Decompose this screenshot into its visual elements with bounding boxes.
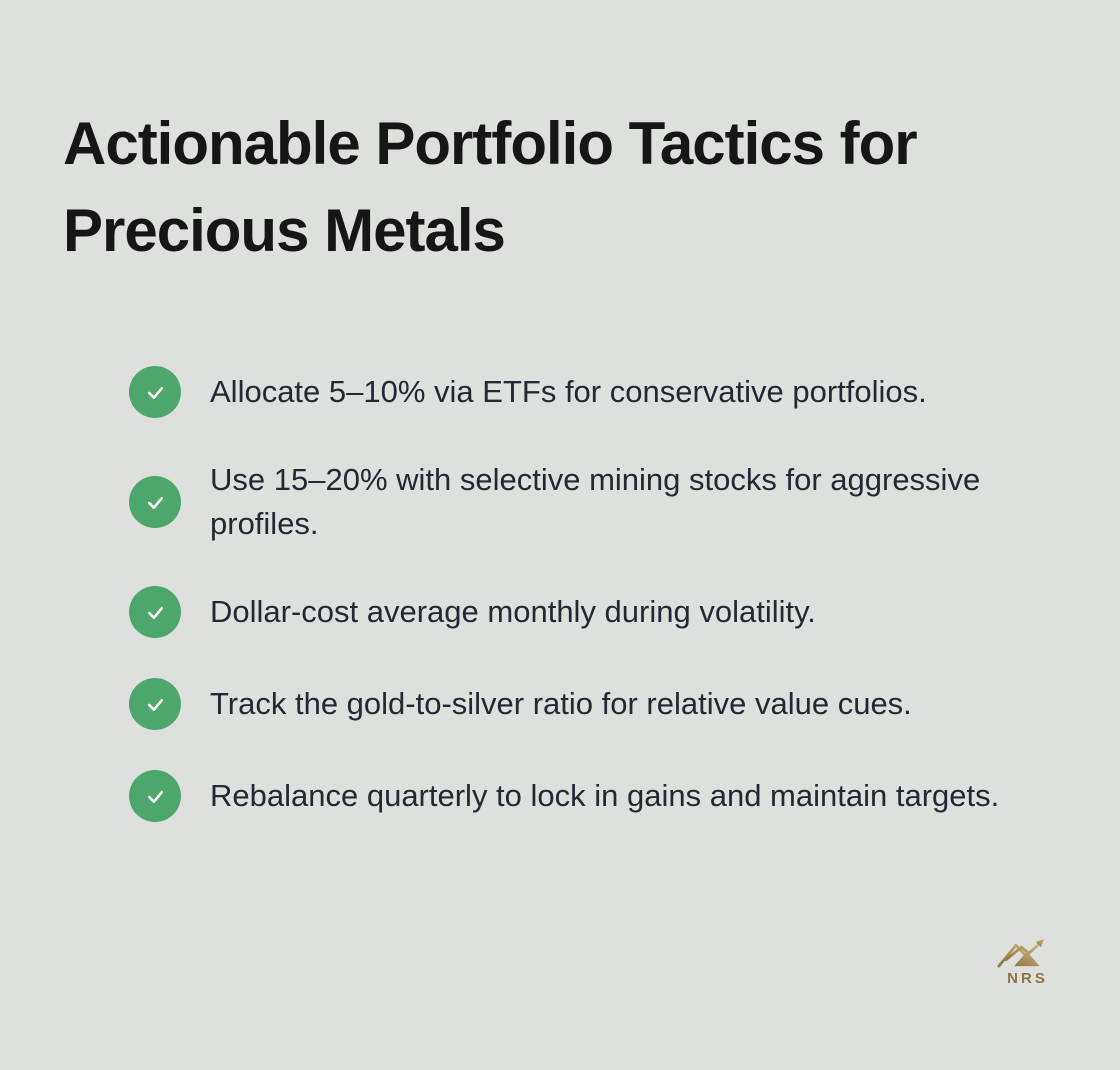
brand-name: NRS	[1007, 970, 1048, 987]
title-line-2: Precious Metals	[63, 197, 506, 264]
checklist-item: Track the gold-to-silver ratio for relat…	[129, 678, 1089, 730]
checklist-item-text: Allocate 5–10% via ETFs for conservative…	[210, 374, 927, 409]
checklist-item: Use 15–20% with selective mining stocks …	[129, 458, 1089, 546]
checklist-item-text: Dollar-cost average monthly during volat…	[210, 594, 816, 629]
checklist: Allocate 5–10% via ETFs for conservative…	[129, 366, 1089, 822]
mountain-arrow-logo-icon	[997, 938, 1045, 968]
checklist-item-text: Track the gold-to-silver ratio for relat…	[210, 686, 912, 721]
check-circle-icon	[129, 678, 181, 730]
brand-logo: NRS	[992, 936, 1060, 987]
title-line-1: Actionable Portfolio Tactics for	[63, 110, 918, 177]
check-circle-icon	[129, 586, 181, 638]
checklist-item: Allocate 5–10% via ETFs for conservative…	[129, 366, 1089, 418]
checklist-item: Dollar-cost average monthly during volat…	[129, 586, 1089, 638]
check-circle-icon	[129, 366, 181, 418]
checklist-item: Rebalance quarterly to lock in gains and…	[129, 770, 1089, 822]
page-title: Actionable Portfolio Tactics for Preciou…	[63, 100, 918, 274]
check-circle-icon	[129, 476, 181, 528]
checklist-item-text: Use 15–20% with selective mining stocks …	[210, 462, 981, 541]
checklist-item-text: Rebalance quarterly to lock in gains and…	[210, 778, 1000, 813]
check-circle-icon	[129, 770, 181, 822]
